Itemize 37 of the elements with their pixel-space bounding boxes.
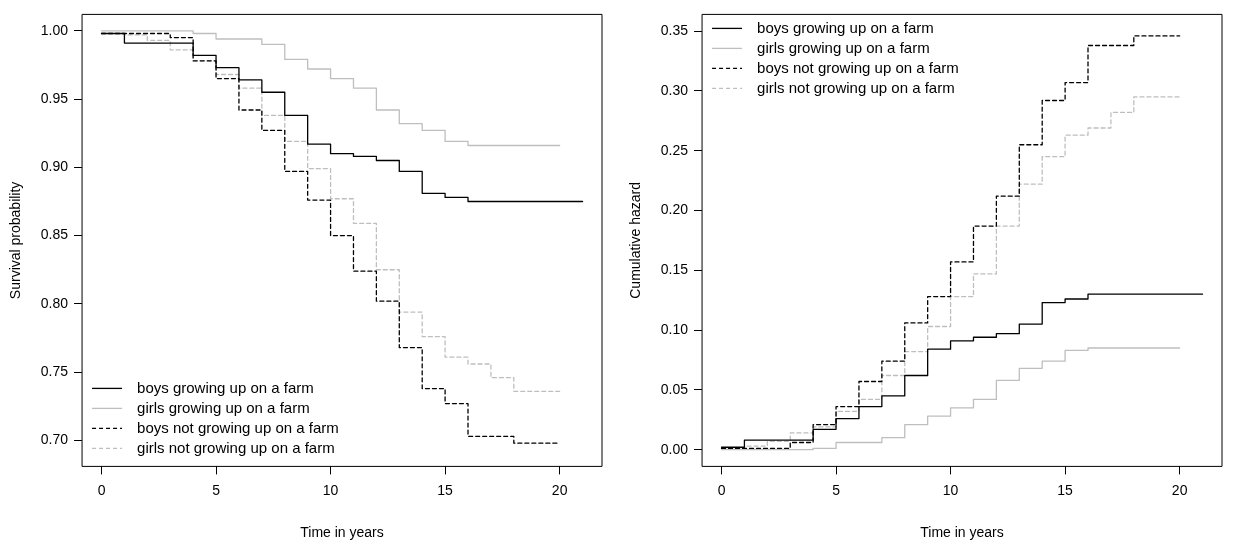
y-axis-title: Survival probability (7, 181, 24, 300)
x-tick-label: 0 (97, 481, 106, 498)
x-axis-title: Time in years (920, 524, 1004, 541)
legend-label: girls not growing up on a farm (137, 438, 335, 456)
x-tick-label: 5 (832, 481, 841, 498)
y-tick-label: 0.35 (660, 22, 689, 38)
legend-label: girls growing up on a farm (137, 398, 310, 416)
y-tick-label: 0.80 (40, 294, 69, 311)
y-tick-label: 0.20 (660, 201, 689, 218)
y-tick-label: 0.85 (40, 226, 69, 243)
legend-label: boys growing up on a farm (757, 18, 934, 36)
y-tick-label: 0.05 (660, 380, 689, 397)
legend-label: girls not growing up on a farm (757, 78, 955, 96)
x-tick-label: 15 (437, 481, 454, 498)
y-tick-label: 0.75 (40, 363, 69, 380)
legend-label: boys not growing up on a farm (137, 418, 339, 436)
legend-label: girls growing up on a farm (757, 38, 930, 56)
legend-label: boys growing up on a farm (137, 378, 314, 396)
x-tick-label: 15 (1057, 481, 1074, 498)
y-tick-label: 0.70 (40, 431, 69, 448)
y-tick-label: 0.25 (660, 141, 689, 158)
y-tick-label: 0.90 (40, 158, 69, 175)
x-tick-label: 5 (212, 481, 221, 498)
y-tick-label: 1.00 (40, 21, 69, 38)
y-axis-title: Cumulative hazard (627, 182, 644, 299)
x-tick-label: 20 (1171, 481, 1188, 498)
x-tick-label: 0 (717, 481, 726, 498)
y-tick-label: 0.00 (660, 440, 689, 457)
x-axis-title: Time in years (300, 524, 384, 541)
x-tick-label: 20 (551, 481, 568, 498)
y-tick-label: 0.95 (40, 89, 69, 106)
legend-label: boys not growing up on a farm (757, 58, 959, 76)
y-tick-label: 0.30 (660, 81, 689, 98)
x-tick-label: 10 (322, 481, 339, 498)
x-tick-label: 10 (942, 481, 959, 498)
y-tick-label: 0.15 (660, 261, 689, 278)
y-tick-label: 0.10 (660, 320, 689, 337)
